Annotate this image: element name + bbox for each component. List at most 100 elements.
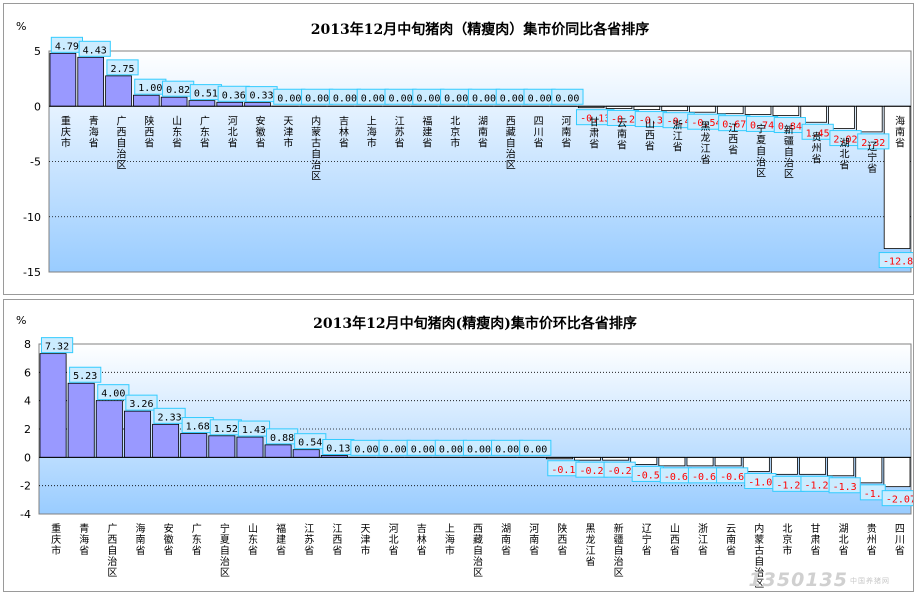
category-char: 山 xyxy=(172,115,182,127)
category-char: 甘 xyxy=(589,116,599,129)
category-char: 西 xyxy=(728,135,738,146)
category-char: 四 xyxy=(534,116,544,127)
category-char: 安 xyxy=(164,522,174,535)
category-label: 云南省 xyxy=(617,118,627,151)
category-char: 江 xyxy=(728,123,738,135)
data-label: 0.00 xyxy=(354,444,378,455)
category-label: 山东省 xyxy=(248,523,258,557)
bar xyxy=(95,400,123,458)
data-label: 0.00 xyxy=(383,444,407,455)
category-char: 区 xyxy=(311,170,321,182)
y-tick-label: 0 xyxy=(24,451,31,464)
category-char: 陕 xyxy=(557,522,567,535)
category-char: 治 xyxy=(220,555,230,568)
category-char: 南 xyxy=(726,533,736,546)
data-label: -0.2 xyxy=(611,114,635,125)
category-char: 肃 xyxy=(589,128,599,140)
data-label-box xyxy=(881,490,913,507)
data-label: 0.00 xyxy=(467,444,491,455)
category-char: 海 xyxy=(89,125,99,138)
category-char: 福 xyxy=(422,114,432,127)
data-label: 2.33 xyxy=(158,412,182,423)
category-char: 省 xyxy=(79,544,89,557)
category-char: 省 xyxy=(812,152,822,165)
category-char: 西 xyxy=(670,535,680,546)
category-char: 吉 xyxy=(417,523,427,535)
category-char: 治 xyxy=(117,147,127,160)
category-char: 川 xyxy=(895,535,905,546)
category-char: 夏 xyxy=(220,534,230,546)
category-char: 青 xyxy=(79,522,89,535)
category-char: 浙 xyxy=(673,120,683,132)
yoy-chart: 5 0 -5 -10 -15 2013年12月中旬猪肉（精瘦肉）集市价同比各省排序% 4.7… xyxy=(16,20,913,279)
category-char: 林 xyxy=(339,125,349,138)
category-label: 福建省 xyxy=(276,522,286,557)
category-char: 徽 xyxy=(164,533,174,546)
data-label: -0.13 xyxy=(580,114,610,125)
category-char: 重 xyxy=(61,114,71,127)
data-label: 0.00 xyxy=(472,93,496,104)
category-char: 自 xyxy=(506,136,516,149)
category-char: 东 xyxy=(200,125,210,138)
category-char: 市 xyxy=(445,544,455,557)
category-char: 省 xyxy=(839,544,849,557)
data-label: -1.0 xyxy=(748,478,772,489)
category-char: 湖 xyxy=(839,138,849,150)
data-label: 1.00 xyxy=(138,83,162,94)
y-tick-label: -2 xyxy=(20,480,31,493)
bar xyxy=(264,444,292,458)
category-char: 重 xyxy=(51,522,61,535)
category-char: 云 xyxy=(726,524,736,535)
category-char: 省 xyxy=(276,544,286,557)
chart-title: 2013年12月中旬猪肉(精瘦肉)集市价环比各省排序 xyxy=(313,315,637,332)
category-char: 宁 xyxy=(756,122,766,135)
data-label: 0.00 xyxy=(555,93,579,104)
chart-title: 2013年12月中旬猪肉（精瘦肉）集市价同比各省排序 xyxy=(311,21,649,38)
category-label: 贵州省 xyxy=(867,522,877,557)
category-char: 内 xyxy=(311,114,321,127)
data-label: -0.3 xyxy=(639,116,663,127)
category-char: 西 xyxy=(473,524,483,535)
category-char: 苏 xyxy=(304,533,314,546)
category-char: 省 xyxy=(867,162,877,175)
y-unit-label: % xyxy=(16,20,26,33)
data-label: 0.00 xyxy=(277,93,301,104)
category-char: 青 xyxy=(89,114,99,127)
category-char: 广 xyxy=(117,115,127,127)
category-char: 藏 xyxy=(506,126,516,138)
bar xyxy=(855,105,883,133)
category-char: 省 xyxy=(395,136,405,149)
data-label: 0.33 xyxy=(250,91,274,102)
bar xyxy=(716,105,744,115)
category-char: 省 xyxy=(200,136,210,149)
watermark-logo: 1350135 中国养猪网 xyxy=(748,569,890,591)
data-label: -1.2 xyxy=(805,480,829,491)
data-label: 2.75 xyxy=(110,64,134,75)
category-char: 贵 xyxy=(812,130,822,143)
category-char: 区 xyxy=(117,159,127,171)
category-char: 市 xyxy=(51,544,61,557)
data-label: -0.6 xyxy=(692,472,716,483)
category-char: 海 xyxy=(135,522,145,535)
data-label-box xyxy=(153,407,186,424)
data-label: 0.88 xyxy=(270,433,294,444)
category-label: 吉林省 xyxy=(417,523,427,557)
category-char: 省 xyxy=(144,136,154,149)
category-char: 龙 xyxy=(700,131,710,144)
category-char: 治 xyxy=(756,155,766,168)
category-char: 省 xyxy=(645,140,655,153)
category-label: 山东省 xyxy=(172,115,182,149)
category-char: 天 xyxy=(360,524,370,535)
bar xyxy=(827,456,855,477)
category-char: 市 xyxy=(367,136,377,149)
category-char: 陕 xyxy=(144,114,154,127)
category-label: 辽宁省 xyxy=(867,141,877,175)
category-label: 辽宁省 xyxy=(642,523,652,557)
category-char: 省 xyxy=(839,159,849,172)
category-label: 广东省 xyxy=(192,523,202,557)
category-char: 海 xyxy=(367,125,377,138)
category-char: 省 xyxy=(557,544,567,557)
category-char: 夏 xyxy=(756,134,766,146)
data-label: 0.00 xyxy=(500,93,524,104)
